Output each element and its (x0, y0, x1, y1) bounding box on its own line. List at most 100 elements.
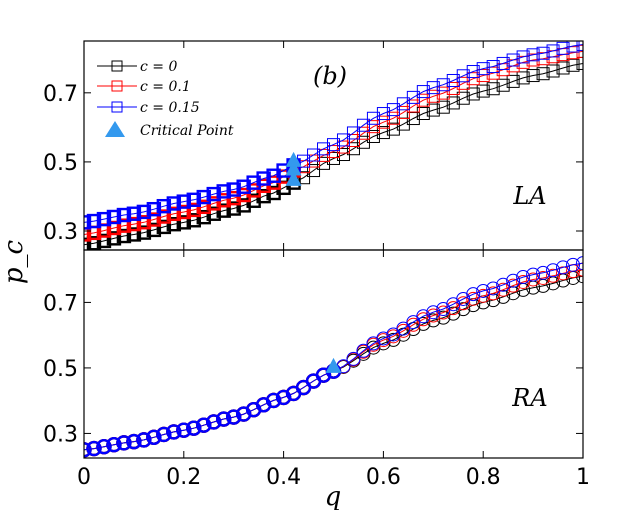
panel-label: LA (512, 182, 546, 210)
series-marker (206, 414, 222, 430)
series-marker (446, 96, 460, 110)
series-marker (116, 218, 132, 233)
series-marker (226, 201, 241, 216)
series-marker (556, 61, 570, 75)
series-marker (566, 257, 581, 272)
series-marker (416, 85, 430, 99)
series-marker (446, 81, 460, 95)
x-axis-label: q (325, 482, 342, 510)
series-marker (426, 313, 441, 328)
critical-point (285, 160, 302, 176)
series-marker (456, 69, 470, 83)
series-marker (216, 184, 231, 199)
series-marker (317, 148, 331, 162)
series-marker (84, 227, 92, 242)
axes-text: 0 0.2 0.4 0.6 0.8 1 q p_c (b) (0, 62, 590, 510)
series-marker (576, 41, 583, 51)
series-marker (246, 183, 261, 198)
series-marker (426, 308, 441, 323)
series-marker (136, 215, 152, 230)
series-marker (426, 89, 440, 103)
series-marker (346, 351, 361, 366)
series-marker (317, 142, 331, 156)
series-marker (556, 41, 570, 55)
series-marker (156, 198, 172, 214)
series-marker (506, 273, 521, 288)
series-marker (186, 202, 201, 218)
series-marker (136, 432, 152, 448)
x-tick-label: 0.2 (166, 465, 201, 490)
series-marker (536, 67, 550, 81)
series-marker (516, 274, 531, 289)
series-marker (196, 209, 211, 225)
series-marker (546, 263, 561, 278)
series-marker (356, 118, 370, 132)
series-marker (516, 270, 531, 285)
series-marker (486, 66, 500, 80)
series-marker (476, 288, 491, 303)
series-marker (156, 219, 172, 235)
legend-critical-marker (105, 121, 125, 137)
series-marker (106, 437, 122, 453)
series-marker (315, 367, 332, 383)
series-marker (466, 87, 480, 101)
series-marker (566, 58, 580, 72)
series-marker (356, 343, 371, 358)
legend-marker (111, 101, 123, 113)
series-marker (156, 426, 172, 443)
annotation-b: (b) (313, 62, 347, 90)
series-line-2 (84, 262, 583, 451)
series-marker (166, 196, 182, 211)
x-tick-label: 0.6 (366, 465, 401, 490)
series-marker (216, 411, 232, 427)
plot-area (84, 41, 583, 250)
series-marker (84, 215, 92, 230)
series-marker (456, 76, 470, 90)
series-marker (146, 212, 162, 227)
series-marker (216, 203, 231, 218)
series-marker (346, 134, 360, 148)
series-marker (496, 78, 510, 92)
series-marker (476, 62, 490, 76)
series-marker (256, 178, 271, 193)
series-marker (416, 93, 430, 107)
series-marker (136, 225, 152, 240)
series-marker (436, 305, 451, 320)
series-marker (496, 289, 511, 304)
series-marker (206, 186, 221, 202)
series-marker (116, 435, 132, 451)
series-marker (236, 179, 251, 194)
y-tick-label: 0.5 (43, 151, 78, 176)
bottom-panel: 0.3 0.5 0.7 RA (43, 249, 584, 459)
series-marker (506, 53, 520, 67)
series-marker (486, 82, 500, 96)
panel-label: RA (511, 384, 547, 412)
series-marker (566, 41, 580, 53)
series-marker (446, 306, 461, 321)
series-marker (436, 100, 450, 114)
series-marker (496, 277, 511, 292)
series-marker (466, 291, 481, 306)
series-marker (176, 422, 192, 438)
y-tick-label: 0.7 (43, 82, 78, 107)
series-marker (506, 278, 521, 293)
legend-label: Critical Point (140, 123, 234, 139)
series-marker (486, 281, 501, 296)
series-marker (426, 81, 440, 95)
series-marker (556, 260, 571, 275)
series-marker (96, 439, 112, 455)
series-marker (327, 151, 340, 165)
series-marker (476, 283, 491, 298)
series-marker (336, 140, 350, 154)
series-marker (106, 209, 122, 225)
series-marker (436, 86, 450, 100)
x-tick-label: 0.8 (466, 465, 501, 490)
series-marker (576, 44, 583, 58)
series-marker (146, 222, 162, 238)
series-marker (186, 192, 201, 207)
series-marker (196, 417, 212, 433)
series-marker (576, 56, 583, 70)
series-marker (106, 231, 122, 246)
series-marker (226, 182, 241, 197)
series-marker (366, 120, 380, 134)
